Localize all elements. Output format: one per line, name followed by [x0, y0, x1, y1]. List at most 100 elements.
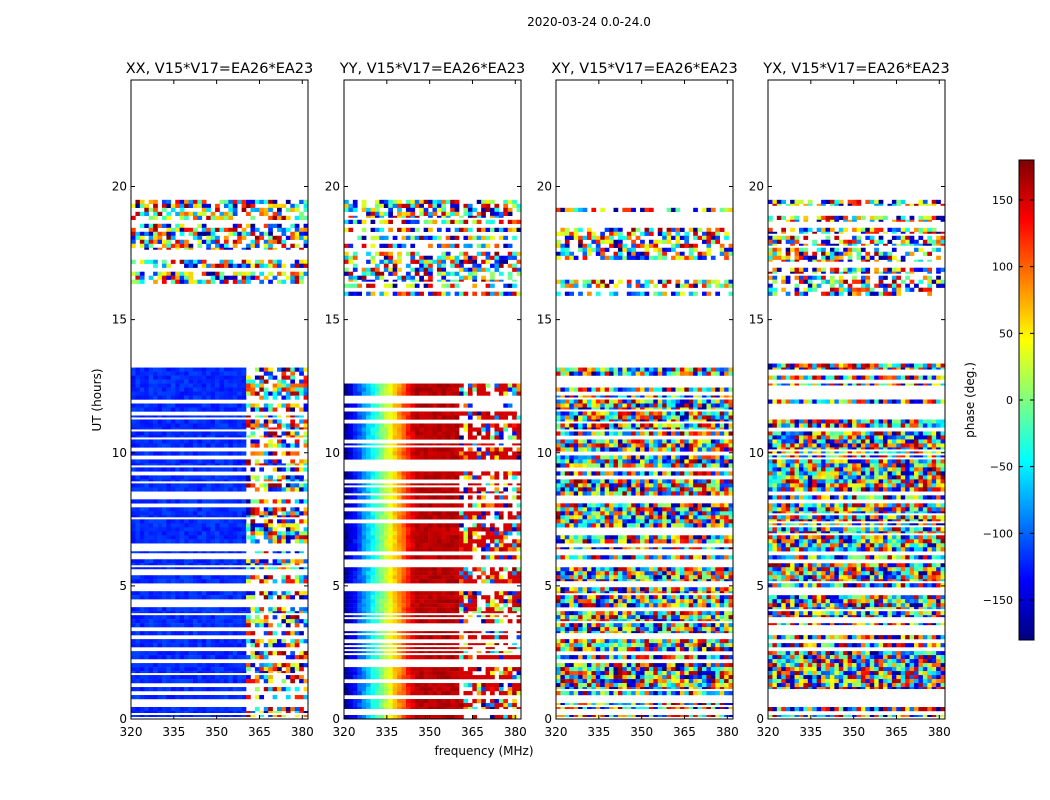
pixel [494, 263, 500, 268]
pixel [388, 615, 393, 618]
pixel [131, 419, 136, 424]
pixel [352, 515, 358, 520]
pixel [237, 643, 242, 648]
pixel [272, 527, 278, 532]
pixel [485, 259, 491, 264]
pixel [131, 651, 136, 656]
pixel [348, 203, 354, 208]
pixel [223, 439, 229, 444]
pixel [294, 511, 300, 516]
pixel [135, 387, 141, 392]
pixel [357, 515, 362, 520]
pixel [201, 423, 207, 428]
pixel [450, 271, 455, 276]
pixel [507, 483, 513, 486]
pixel [459, 571, 464, 576]
pixel [144, 707, 149, 712]
pixel [188, 479, 194, 482]
pixel [175, 519, 180, 524]
pixel [139, 423, 145, 428]
pixel [192, 231, 198, 236]
pixel [241, 395, 247, 400]
pixel [184, 463, 189, 466]
pixel [459, 547, 464, 552]
pixel [445, 607, 451, 612]
pixel [410, 531, 416, 536]
pixel [268, 675, 273, 680]
pixel [250, 435, 256, 438]
pixel [272, 427, 278, 430]
pixel [405, 447, 411, 452]
pixel [237, 499, 242, 504]
pixel [490, 603, 495, 608]
pixel [463, 255, 469, 260]
pixel [192, 515, 198, 518]
pixel [219, 651, 225, 656]
pixel [450, 471, 455, 476]
pixel [223, 463, 229, 466]
pixel [166, 527, 172, 532]
pixel [139, 375, 145, 380]
pixel [348, 403, 354, 408]
pixel [206, 531, 211, 536]
pixel [263, 403, 269, 408]
pixel [237, 655, 242, 660]
pixel [388, 391, 393, 396]
pixel [184, 379, 189, 384]
pixel [206, 367, 211, 372]
pixel [161, 375, 167, 380]
pixel [392, 387, 398, 392]
pixel [361, 643, 367, 646]
pixel [498, 555, 504, 560]
pixel [184, 519, 189, 524]
pixel [428, 555, 433, 560]
pixel [157, 223, 163, 228]
pixel [498, 567, 504, 572]
pixel [223, 367, 229, 372]
pixel [197, 695, 203, 700]
pixel [516, 619, 521, 624]
pixel [144, 535, 149, 540]
pixel [512, 251, 517, 256]
pixel [450, 199, 455, 205]
pixel [303, 443, 308, 448]
pixel [166, 483, 172, 488]
pixel [299, 675, 304, 680]
pixel [144, 239, 149, 244]
pixel [206, 247, 211, 250]
pixel [344, 567, 349, 572]
pixel [268, 259, 273, 264]
pixel [188, 519, 194, 524]
pixel [254, 479, 260, 482]
pixel [223, 511, 229, 516]
pixel [361, 243, 367, 248]
pixel [463, 531, 469, 536]
pixel [281, 663, 287, 668]
pixel [344, 203, 349, 208]
pixel [139, 199, 145, 205]
pixel [254, 375, 260, 380]
pixel [206, 563, 211, 566]
pixel [281, 535, 287, 540]
pixel [241, 375, 247, 380]
pixel [498, 435, 504, 440]
pixel [215, 579, 220, 584]
pixel [161, 207, 167, 212]
pixel [131, 231, 136, 236]
pixel [188, 375, 194, 380]
pixel [285, 463, 291, 466]
pixel [361, 579, 367, 584]
pixel [366, 451, 371, 456]
pixel [192, 263, 198, 268]
pixel [467, 495, 473, 500]
pixel [436, 427, 442, 432]
pixel [219, 579, 225, 584]
pixel [294, 383, 300, 388]
pixel [166, 591, 172, 596]
pixel [192, 687, 198, 692]
pixel [405, 595, 411, 600]
pixel [299, 595, 304, 600]
pixel [157, 439, 163, 444]
pixel [144, 507, 149, 512]
pixel [277, 707, 282, 712]
